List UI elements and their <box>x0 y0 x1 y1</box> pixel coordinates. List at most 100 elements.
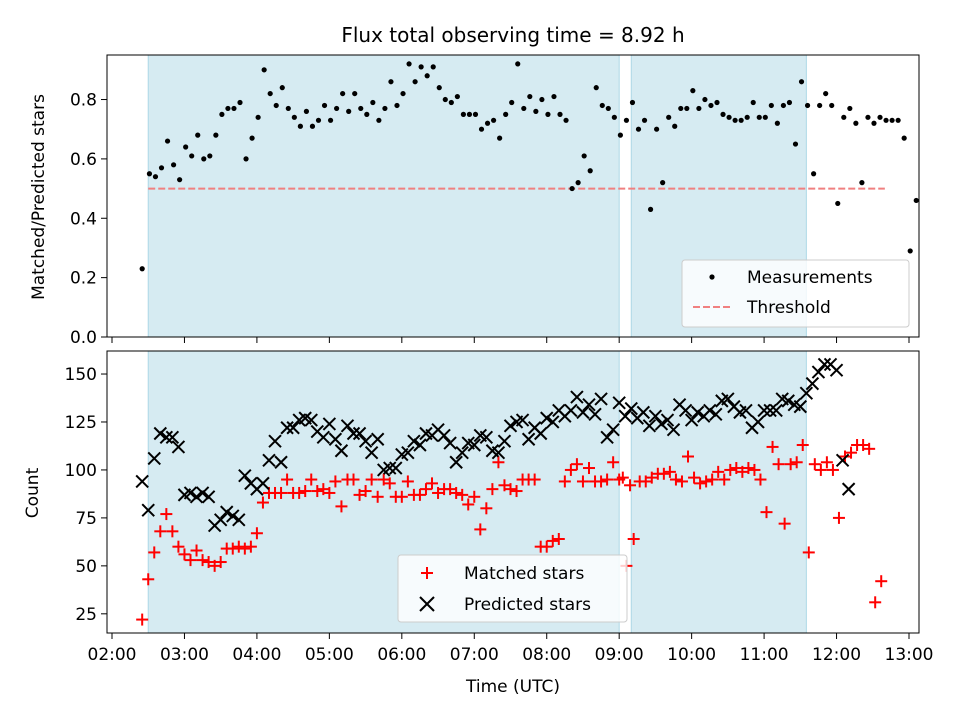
predicted-star-point-42 <box>389 461 403 475</box>
predicted-star-point-24 <box>280 421 294 435</box>
predicted-star-stroke-b <box>232 513 246 527</box>
measurement-point-19 <box>255 114 261 120</box>
measurement-point-54 <box>466 111 473 117</box>
predicted-star-stroke-b <box>195 486 210 500</box>
bottom-xtick-label-3: 05:00 <box>305 645 354 665</box>
predicted-star-stroke-b <box>624 401 638 416</box>
predicted-star-stroke-b <box>618 409 632 423</box>
predicted-star-stroke-b <box>835 453 850 468</box>
matched-star-point-102 <box>742 462 755 475</box>
matched-star-point-60 <box>498 479 511 492</box>
matched-star-point-51 <box>444 483 457 496</box>
matched-star-point-123 <box>869 596 882 609</box>
predicted-star-stroke-b <box>328 432 343 446</box>
predicted-star-stroke-b <box>491 445 506 460</box>
measurement-point-20 <box>261 67 267 73</box>
matched-star-point-67 <box>540 540 553 553</box>
predicted-star-point-67 <box>540 411 554 425</box>
matched-star-point-46 <box>413 488 426 501</box>
measurement-point-34 <box>346 108 352 114</box>
measurement-point-114 <box>829 102 835 109</box>
predicted-star-stroke-b <box>787 398 801 412</box>
matched-star-point-71 <box>564 463 577 476</box>
matched-star-point-4 <box>160 508 173 521</box>
measurement-point-6 <box>177 177 183 183</box>
bottom-xtick-label-6: 08:00 <box>522 645 571 665</box>
matched-star-point-28 <box>305 473 318 486</box>
predicted-star-stroke-b <box>135 474 149 489</box>
predicted-star-point-60 <box>497 434 512 448</box>
predicted-star-point-79 <box>612 396 626 410</box>
predicted-star-stroke-b <box>479 430 494 445</box>
chart-title: Flux total observing time = 8.92 h <box>341 23 684 47</box>
measurement-point-26 <box>297 123 303 129</box>
measurement-point-78 <box>611 114 617 120</box>
bottom-ytick-label-1: 50 <box>75 557 97 577</box>
measurement-point-3 <box>158 165 165 171</box>
measurement-point-27 <box>303 108 310 114</box>
matched-star-point-55 <box>468 490 481 503</box>
matched-star-point-114 <box>814 463 827 476</box>
matched-star-point-33 <box>335 500 348 513</box>
matched-star-point-80 <box>616 471 629 484</box>
matched-star-point-94 <box>694 477 707 490</box>
bottom-legend-box <box>397 554 628 623</box>
predicted-star-stroke-b <box>805 376 820 391</box>
predicted-star-stroke-b <box>757 403 771 418</box>
predicted-star-stroke-b <box>256 476 270 491</box>
measurement-point-88 <box>672 123 678 129</box>
bottom-xtick-label-1: 03:00 <box>160 645 209 665</box>
bottom-xtick-label-5: 07:00 <box>450 645 499 665</box>
matched-star-point-5 <box>166 525 179 538</box>
predicted-star-stroke-b <box>799 386 814 400</box>
measurement-point-128 <box>913 197 919 204</box>
measurement-point-62 <box>515 61 521 67</box>
predicted-star-point-50 <box>437 428 451 443</box>
measurement-point-91 <box>690 88 696 94</box>
matched-star-point-89 <box>663 465 676 478</box>
predicted-star-point-25 <box>286 421 300 435</box>
top-y-axis-label: Matched/Predicted stars <box>29 94 49 300</box>
measurement-point-64 <box>527 93 533 100</box>
matched-star-point-99 <box>724 463 737 476</box>
measurement-point-25 <box>291 114 297 120</box>
top-ytick-label-0: 0.0 <box>70 328 97 348</box>
measurement-point-86 <box>660 180 666 186</box>
predicted-star-stroke-b <box>401 445 415 460</box>
matched-star-point-17 <box>238 542 251 555</box>
predicted-star-stroke-b <box>316 430 331 445</box>
matched-star-point-26 <box>293 486 306 499</box>
matched-star-point-44 <box>401 475 414 488</box>
matched-star-point-68 <box>546 534 559 547</box>
matched-star-point-35 <box>347 473 360 486</box>
predicted-star-point-52 <box>449 455 463 469</box>
bottom-axes-frame <box>106 350 920 634</box>
measurement-point-0 <box>139 266 145 272</box>
predicted-star-point-53 <box>455 445 469 460</box>
measurement-point-53 <box>460 111 467 117</box>
predicted-star-point-1 <box>141 503 155 517</box>
predicted-star-stroke-b <box>648 409 663 423</box>
predicted-star-stroke-b <box>262 453 276 468</box>
predicted-star-stroke-b <box>763 403 777 418</box>
measurement-point-109 <box>798 79 805 85</box>
matched-star-point-90 <box>669 473 682 486</box>
predicted-star-stroke-b <box>467 438 481 452</box>
predicted-star-point-92 <box>690 405 705 420</box>
predicted-star-stroke-b <box>346 426 361 441</box>
predicted-star-stroke-b <box>606 422 620 437</box>
measurement-point-106 <box>780 102 787 109</box>
matched-star-point-109 <box>784 458 797 471</box>
predicted-star-point-104 <box>763 403 777 418</box>
predicted-star-stroke-b <box>485 444 500 458</box>
predicted-star-point-17 <box>238 468 252 483</box>
predicted-star-stroke-b <box>660 413 675 427</box>
predicted-star-stroke-b <box>238 468 252 483</box>
top-measurement-points <box>139 61 919 272</box>
predicted-star-stroke-b <box>340 419 355 433</box>
predicted-star-stroke-b <box>841 482 856 496</box>
measurement-point-12 <box>213 132 219 138</box>
predicted-star-point-51 <box>443 436 457 450</box>
measurement-point-45 <box>412 79 418 85</box>
bottom-xtick-label-4: 06:00 <box>377 645 426 665</box>
